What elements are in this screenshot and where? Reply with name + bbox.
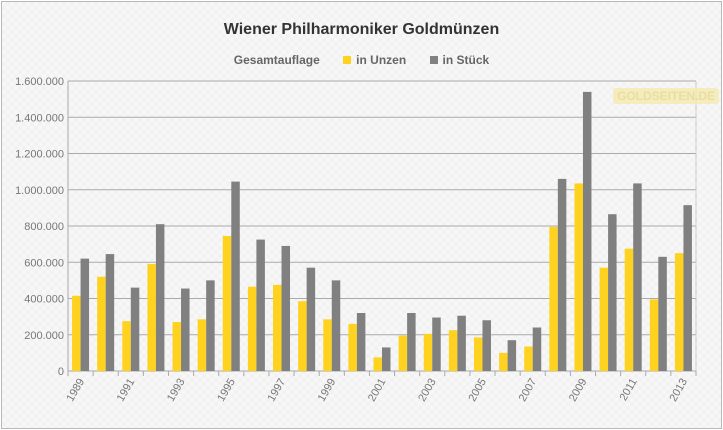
bar-stueck-1999 — [331, 280, 341, 371]
bar-stueck-1992 — [155, 224, 165, 371]
bar-unzen-1994 — [197, 319, 207, 371]
legend-item-unzen[interactable]: in Unzen — [343, 53, 406, 67]
legend-title: Gesamtauflage — [233, 53, 320, 67]
bar-unzen-2000 — [348, 323, 357, 371]
bar-unzen-1996 — [247, 286, 257, 371]
bar-unzen-2012 — [649, 299, 659, 371]
bar-unzen-1990 — [97, 276, 106, 371]
bar-stueck-2000 — [356, 313, 366, 371]
bar-stueck-2004 — [457, 315, 466, 371]
bar-unzen-1997 — [273, 284, 282, 371]
bar-unzen-1993 — [172, 322, 182, 371]
legend-swatch-unzen — [343, 56, 352, 64]
bar-unzen-2005 — [473, 337, 483, 371]
x-tick-label: 1991 — [115, 377, 138, 404]
bar-unzen-2011 — [624, 248, 634, 371]
x-tick-label: 2005 — [466, 377, 489, 404]
bar-stueck-2003 — [432, 317, 441, 371]
x-tick-label: 1995 — [215, 377, 238, 404]
y-tick-label: 800.000 — [24, 221, 64, 233]
y-tick-label: 1.600.000 — [15, 76, 64, 88]
bar-stueck-1996 — [256, 239, 265, 371]
x-tick-label: 2013 — [667, 377, 690, 404]
legend-item-stueck[interactable]: in Stück — [429, 53, 489, 67]
x-tick-label: 2011 — [618, 377, 640, 403]
bar-stueck-1994 — [206, 280, 215, 371]
bar-unzen-2004 — [448, 330, 458, 371]
bar-unzen-2002 — [398, 335, 408, 371]
bar-unzen-2013 — [674, 253, 684, 371]
bar-stueck-2007 — [532, 327, 542, 371]
bar-stueck-2006 — [507, 340, 517, 371]
x-tick-label: 1999 — [316, 377, 339, 404]
bar-unzen-2003 — [423, 333, 433, 371]
y-tick-label: 400.000 — [24, 294, 64, 306]
bar-stueck-2010 — [608, 214, 617, 371]
bar-stueck-2013 — [683, 205, 692, 371]
bar-stueck-2005 — [482, 320, 491, 371]
bar-stueck-2008 — [557, 178, 567, 371]
chart-title: Wiener Philharmoniker Goldmünzen — [223, 21, 500, 38]
bar-unzen-2010 — [599, 267, 609, 371]
legend-swatch-stueck — [429, 56, 438, 64]
y-tick-label: 1.000.000 — [15, 185, 64, 197]
bar-unzen-1991 — [122, 321, 131, 371]
bar-stueck-1989 — [80, 258, 90, 371]
bar-unzen-2007 — [524, 346, 533, 371]
y-tick-label: 1.400.000 — [15, 112, 64, 124]
x-tick-label: 1997 — [265, 377, 288, 404]
y-tick-label: 1.200.000 — [15, 149, 64, 161]
y-tick-label: 600.000 — [24, 257, 64, 269]
bar-unzen-1989 — [72, 295, 81, 371]
bar-stueck-2011 — [633, 183, 642, 371]
legend: Gesamtauflage in Unzen in Stück — [0, 53, 723, 67]
bar-stueck-1991 — [130, 287, 140, 371]
bar-stueck-1995 — [231, 181, 240, 371]
y-tick-label: 0 — [58, 366, 64, 378]
bar-stueck-2012 — [658, 256, 667, 371]
bar-stueck-1998 — [306, 267, 316, 371]
bar-unzen-1992 — [147, 264, 156, 371]
bar-unzen-2006 — [499, 352, 508, 371]
bar-stueck-2009 — [582, 91, 592, 371]
bar-stueck-1997 — [281, 245, 291, 371]
x-tick-label: 2003 — [416, 377, 439, 404]
bar-unzen-2001 — [373, 357, 382, 371]
bar-stueck-1993 — [181, 288, 190, 371]
bar-stueck-2002 — [407, 313, 416, 371]
x-tick-label: 2009 — [567, 377, 590, 404]
watermark-logo: GOLDSEITEN.DE — [613, 88, 720, 104]
x-tick-label: 1989 — [65, 377, 88, 404]
bar-unzen-1995 — [222, 235, 232, 371]
bar-unzen-2009 — [574, 183, 583, 371]
x-tick-label: 2001 — [366, 377, 389, 404]
bar-unzen-1999 — [323, 319, 332, 371]
bar-unzen-1998 — [298, 301, 307, 371]
bar-stueck-1990 — [105, 254, 115, 371]
x-tick-label: 1993 — [165, 377, 188, 404]
bar-stueck-2001 — [382, 347, 391, 371]
x-tick-label: 2007 — [517, 377, 540, 404]
y-tick-label: 200.000 — [24, 330, 64, 342]
bar-unzen-2008 — [549, 226, 558, 371]
